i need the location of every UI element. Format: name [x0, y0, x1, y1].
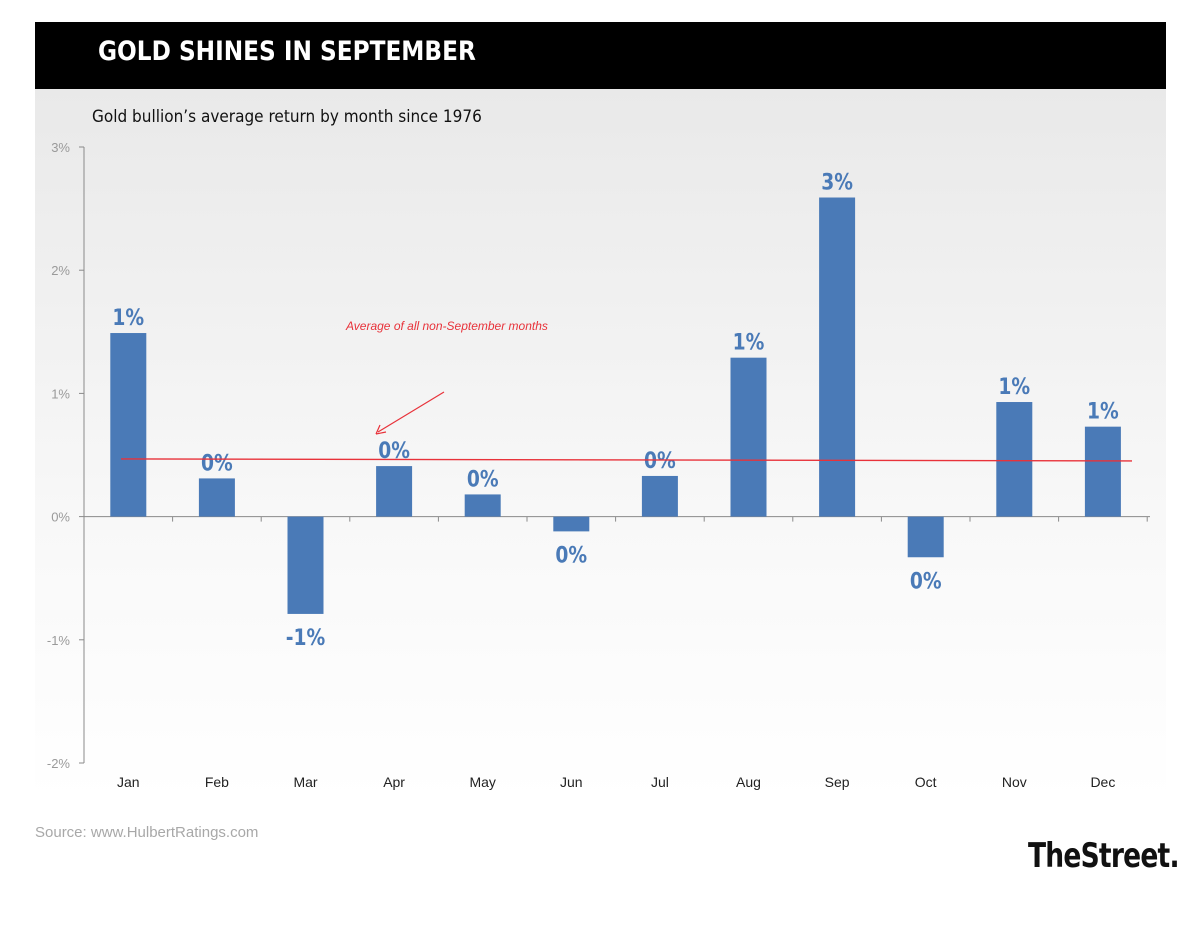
y-tick-label: 2% [51, 263, 70, 278]
y-tick-label: 1% [51, 386, 70, 401]
bar-jul [641, 475, 678, 517]
y-tick-label: -2% [47, 756, 71, 771]
bar-oct [907, 516, 944, 558]
data-label: 1% [112, 305, 144, 331]
data-label: 1% [733, 329, 765, 355]
bar-sep [819, 197, 856, 517]
data-label: 3% [821, 169, 853, 195]
data-label: 0% [201, 450, 233, 476]
x-tick-label: Apr [383, 774, 405, 790]
bar-nov [996, 402, 1033, 517]
x-tick-label: Jul [651, 774, 669, 790]
x-tick-label: Sep [825, 774, 850, 790]
data-label: 1% [998, 374, 1030, 400]
bar-dec [1084, 426, 1121, 517]
bar-aug [730, 357, 767, 517]
data-label: 0% [910, 568, 942, 594]
x-tick-label: Oct [915, 774, 937, 790]
chart-title: GOLD SHINES IN SEPTEMBER [98, 36, 476, 67]
x-tick-label: Feb [205, 774, 229, 790]
x-tick-label: Nov [1002, 774, 1027, 790]
x-tick-label: May [469, 774, 495, 790]
bar-jan [110, 333, 147, 517]
y-tick-label: 3% [51, 140, 70, 155]
y-tick-label: -1% [47, 633, 71, 648]
chart-panel [35, 89, 1166, 800]
x-tick-label: Jan [117, 774, 140, 790]
average-line-label: Average of all non-September months [345, 319, 548, 333]
x-tick-label: Mar [293, 774, 317, 790]
average-line [120, 458, 1133, 462]
bar-may [464, 494, 501, 517]
bar-feb [198, 478, 235, 517]
x-tick-label: Dec [1090, 774, 1115, 790]
bar-mar [287, 516, 324, 614]
x-tick-label: Jun [560, 774, 583, 790]
data-label: 1% [1087, 398, 1119, 424]
annotation-arrowhead [375, 424, 387, 435]
chart-header: GOLD SHINES IN SEPTEMBER [35, 22, 1166, 89]
annotation-arrow [377, 391, 445, 433]
x-tick-label: Aug [736, 774, 761, 790]
chart-subtitle: Gold bullion’s average return by month s… [92, 107, 482, 127]
bar-jun [553, 516, 590, 532]
y-tick-label: 0% [51, 510, 70, 525]
brand-logo: TheStreet. [1028, 836, 1180, 876]
data-label: 0% [467, 466, 499, 492]
bar-apr [376, 466, 413, 517]
data-label: -1% [286, 624, 325, 650]
data-label: 0% [555, 542, 587, 568]
source-note: Source: www.HulbertRatings.com [35, 824, 259, 841]
